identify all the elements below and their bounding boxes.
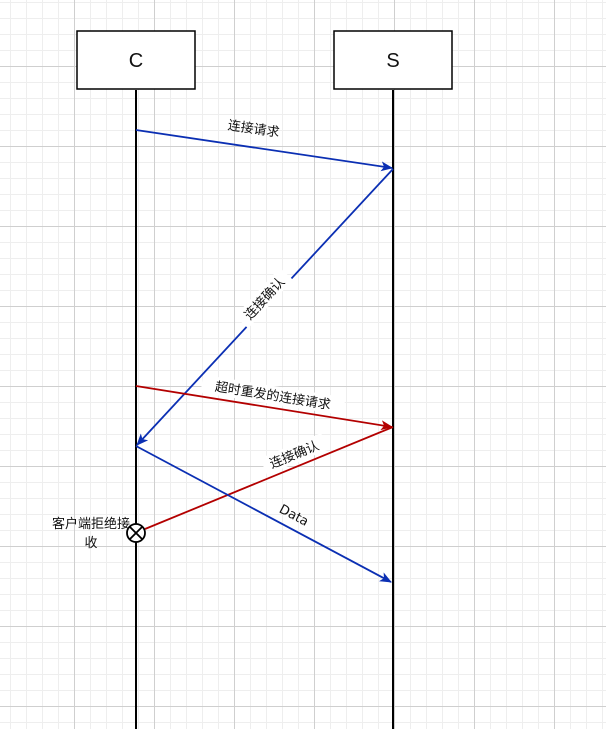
data-label: Data [276, 502, 310, 530]
server-label: S [386, 50, 399, 72]
conn-ack-2-arrow [144, 426, 394, 530]
reject-x-icon [126, 523, 146, 543]
conn-request-label: 连接请求 [227, 117, 281, 140]
retry-request-arrow [135, 385, 393, 431]
server-box: S [333, 30, 453, 90]
reject-note: 客户端拒绝接收 [51, 517, 130, 551]
client-box: C [76, 30, 196, 90]
client-label: C [129, 50, 143, 72]
data-arrow [135, 445, 392, 583]
conn-request-arrow [135, 129, 393, 172]
conn-ack-label: 连接确认 [241, 274, 288, 323]
